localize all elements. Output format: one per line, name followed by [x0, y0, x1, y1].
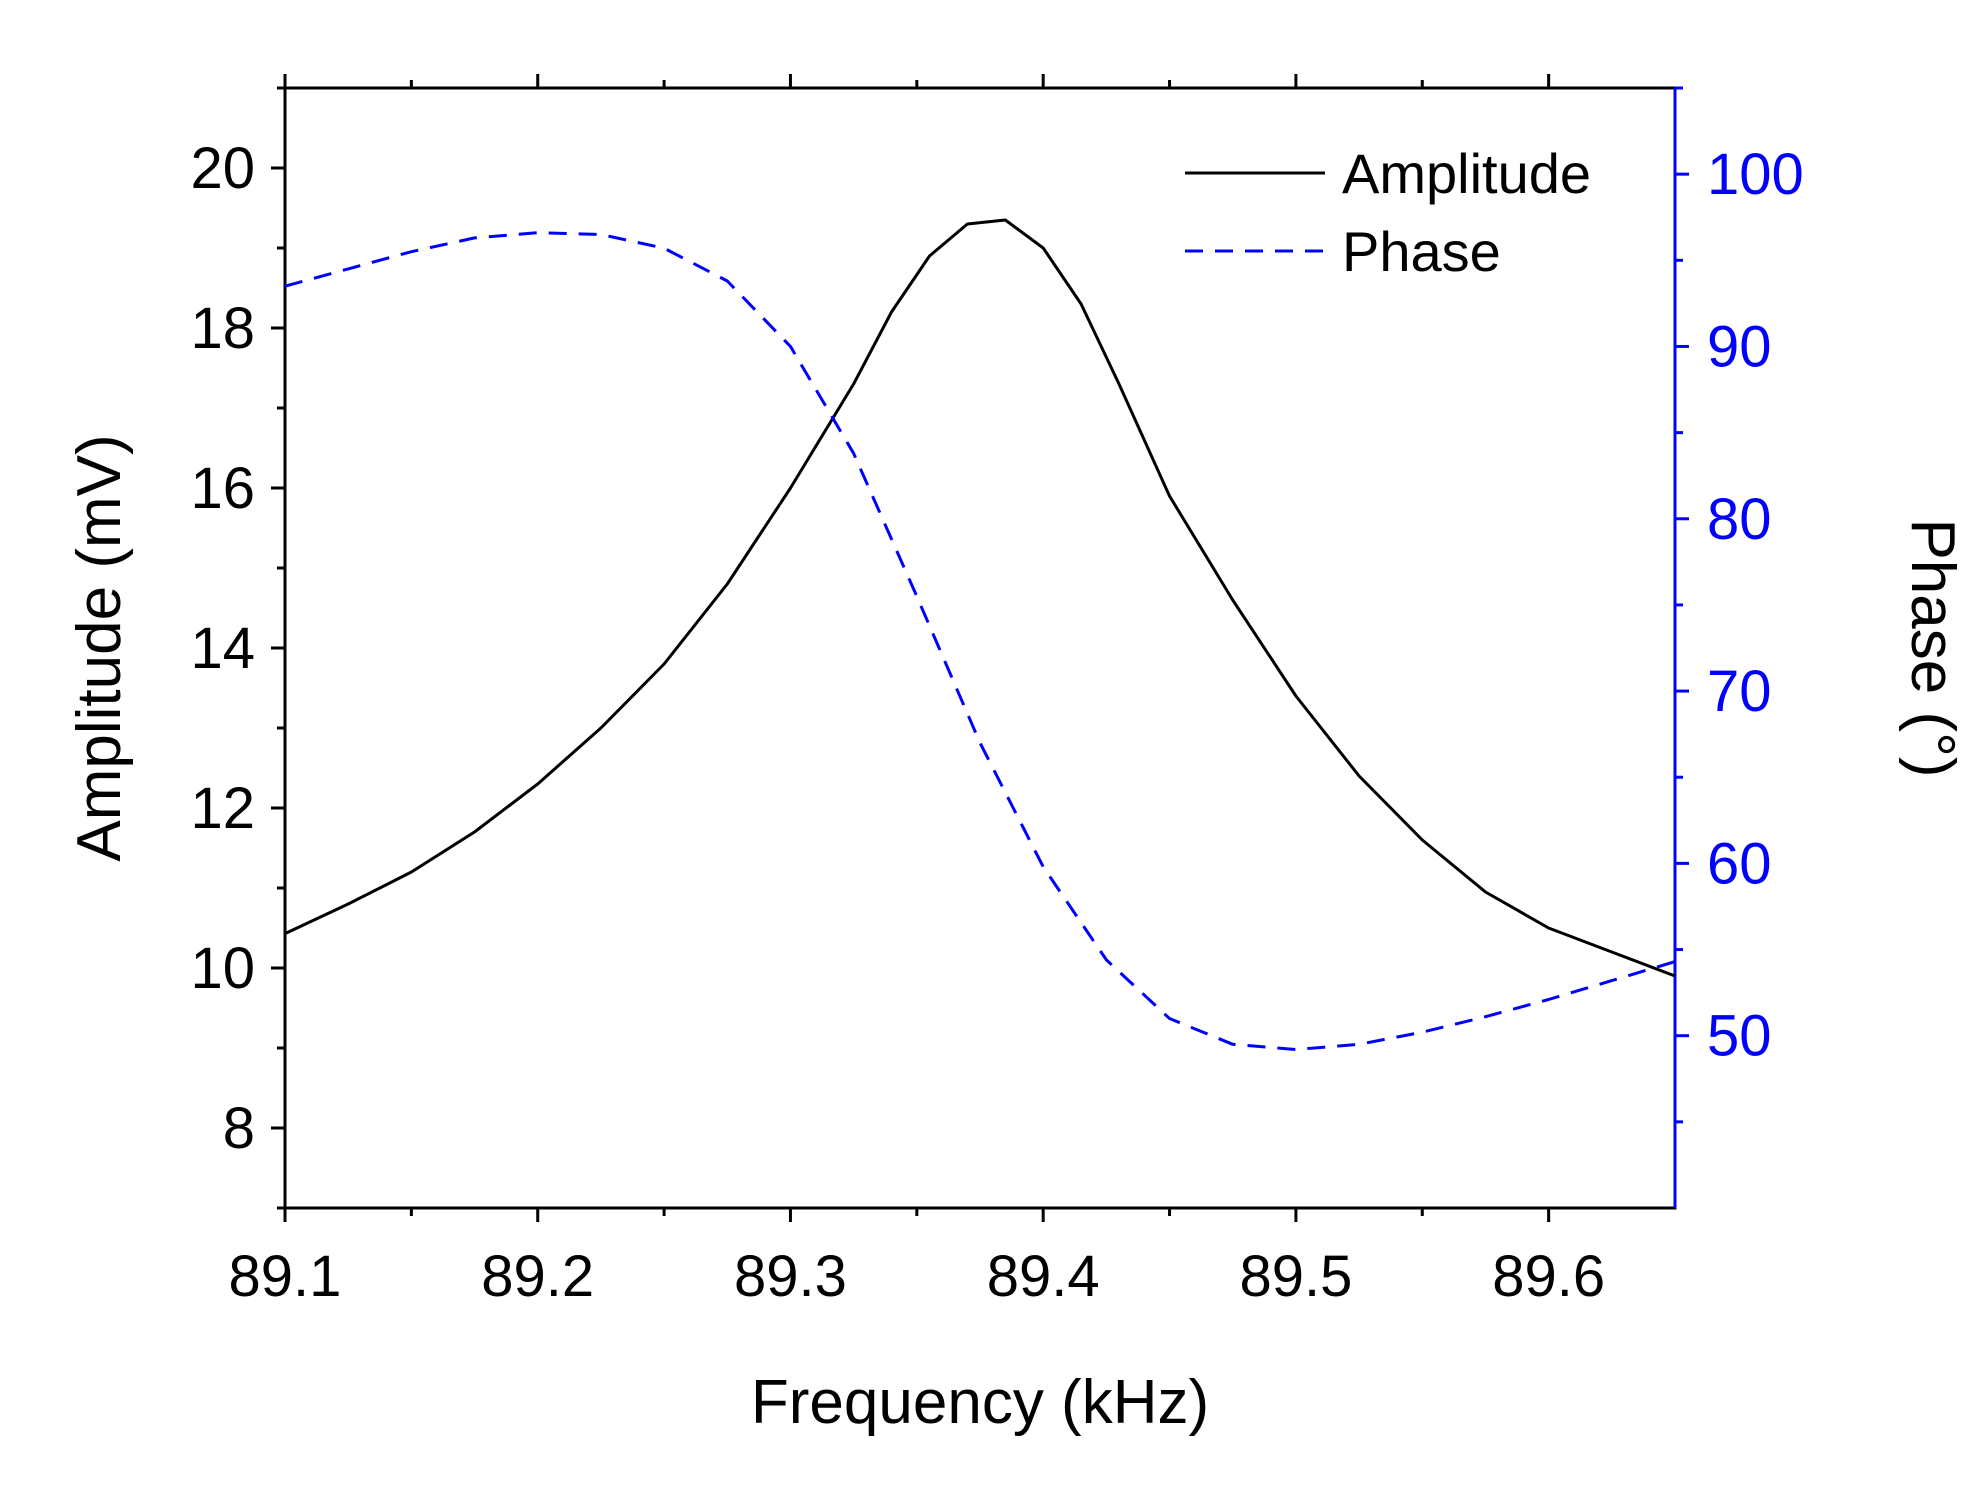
legend: Amplitude Phase — [1185, 142, 1591, 283]
x-tick-label: 89.5 — [1239, 1244, 1352, 1309]
y-right-tick-label: 90 — [1707, 314, 1772, 379]
x-axis-ticks: 89.1 89.2 89.3 89.4 89.5 89.6 — [229, 74, 1605, 1309]
y-left-tick-label: 12 — [190, 776, 255, 841]
y-left-tick-label: 14 — [190, 616, 255, 681]
y-left-tick-label: 16 — [190, 456, 255, 521]
y-right-tick-label: 80 — [1707, 487, 1772, 552]
x-tick-label: 89.6 — [1492, 1244, 1605, 1309]
y-left-axis-title: Amplitude (mV) — [65, 434, 134, 861]
x-axis-title: Frequency (kHz) — [751, 1368, 1209, 1437]
legend-label-phase: Phase — [1342, 220, 1501, 283]
y-right-tick-label: 70 — [1707, 659, 1772, 724]
legend-label-amplitude: Amplitude — [1342, 142, 1591, 205]
x-tick-label: 89.3 — [734, 1244, 847, 1309]
x-tick-label: 89.1 — [229, 1244, 342, 1309]
series-line-phase — [284, 231, 1676, 1051]
y-right-tick-label: 50 — [1707, 1004, 1772, 1069]
y-right-axis-ticks: 50 60 70 80 90 100 — [1675, 86, 1804, 1124]
y-left-axis-ticks: 8 10 12 14 16 18 20 — [190, 86, 285, 1210]
y-left-tick-label: 10 — [190, 936, 255, 1001]
series-layer — [284, 218, 1676, 1051]
x-tick-label: 89.2 — [481, 1244, 594, 1309]
y-right-tick-label: 100 — [1707, 142, 1804, 207]
y-right-tick-label: 60 — [1707, 831, 1772, 896]
x-tick-label: 89.4 — [987, 1244, 1100, 1309]
series-line-amplitude — [284, 218, 1676, 978]
y-left-tick-label: 20 — [190, 136, 255, 201]
y-left-tick-label: 8 — [223, 1096, 255, 1161]
y-left-tick-label: 18 — [190, 296, 255, 361]
y-right-axis-title: Phase (°) — [1898, 518, 1967, 777]
